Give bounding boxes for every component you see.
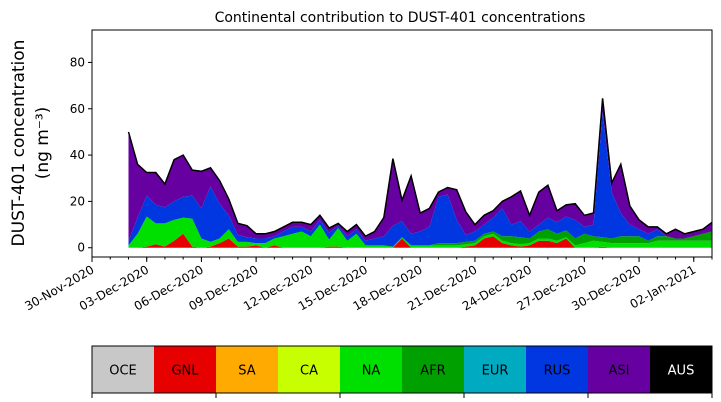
chart-title: Continental contribution to DUST-401 con… bbox=[215, 10, 586, 26]
legend-swatch-oce bbox=[92, 346, 155, 393]
legend-swatch-sa bbox=[216, 346, 279, 393]
stacked-areas bbox=[127, 98, 713, 248]
legend-swatch-gnl bbox=[154, 346, 217, 393]
legend-swatch-eur bbox=[464, 346, 527, 393]
legend-swatch-asi bbox=[588, 346, 651, 393]
legend-label-rus: RUS bbox=[544, 364, 571, 379]
legend-swatch-afr bbox=[402, 346, 465, 393]
y-tick-label: 0 bbox=[77, 241, 85, 255]
legend-label-aus: AUS bbox=[668, 364, 695, 379]
legend-swatch-rus bbox=[526, 346, 589, 393]
legend-label-gnl: GNL bbox=[171, 364, 199, 379]
legend-swatch-na bbox=[340, 346, 403, 393]
legend-label-sa: SA bbox=[238, 364, 255, 379]
y-tick-label: 60 bbox=[70, 102, 85, 116]
legend-label-oce: OCE bbox=[109, 364, 137, 379]
y-tick-label: 20 bbox=[70, 194, 85, 208]
y-axis-unit: (ng m⁻³) bbox=[33, 107, 53, 180]
total-outline bbox=[127, 98, 713, 238]
y-axis: 0 20 40 60 80 bbox=[70, 55, 92, 255]
area-gnl bbox=[128, 233, 712, 248]
area-na bbox=[128, 216, 712, 248]
y-tick-label: 80 bbox=[70, 55, 85, 69]
legend-label-afr: AFR bbox=[420, 364, 445, 379]
legend-label-eur: EUR bbox=[482, 364, 509, 379]
y-axis-label: DUST-401 concentration bbox=[9, 40, 29, 247]
legend-swatch-ca bbox=[278, 346, 341, 393]
y-tick-label: 40 bbox=[70, 148, 85, 162]
legend-swatch-aus bbox=[650, 346, 713, 393]
legend-frame bbox=[91, 345, 713, 394]
legend-label-asi: ASI bbox=[609, 364, 630, 379]
legend-label-ca: CA bbox=[300, 364, 318, 379]
legend-label-na: NA bbox=[362, 364, 381, 379]
area-rus bbox=[128, 112, 712, 247]
x-axis: 30-Nov-202003-Dec-202006-Dec-202009-Dec-… bbox=[22, 257, 713, 313]
colorbar-legend: OCE GNL SA CA NA AFR EUR RUS ASI AUS bbox=[91, 345, 713, 398]
